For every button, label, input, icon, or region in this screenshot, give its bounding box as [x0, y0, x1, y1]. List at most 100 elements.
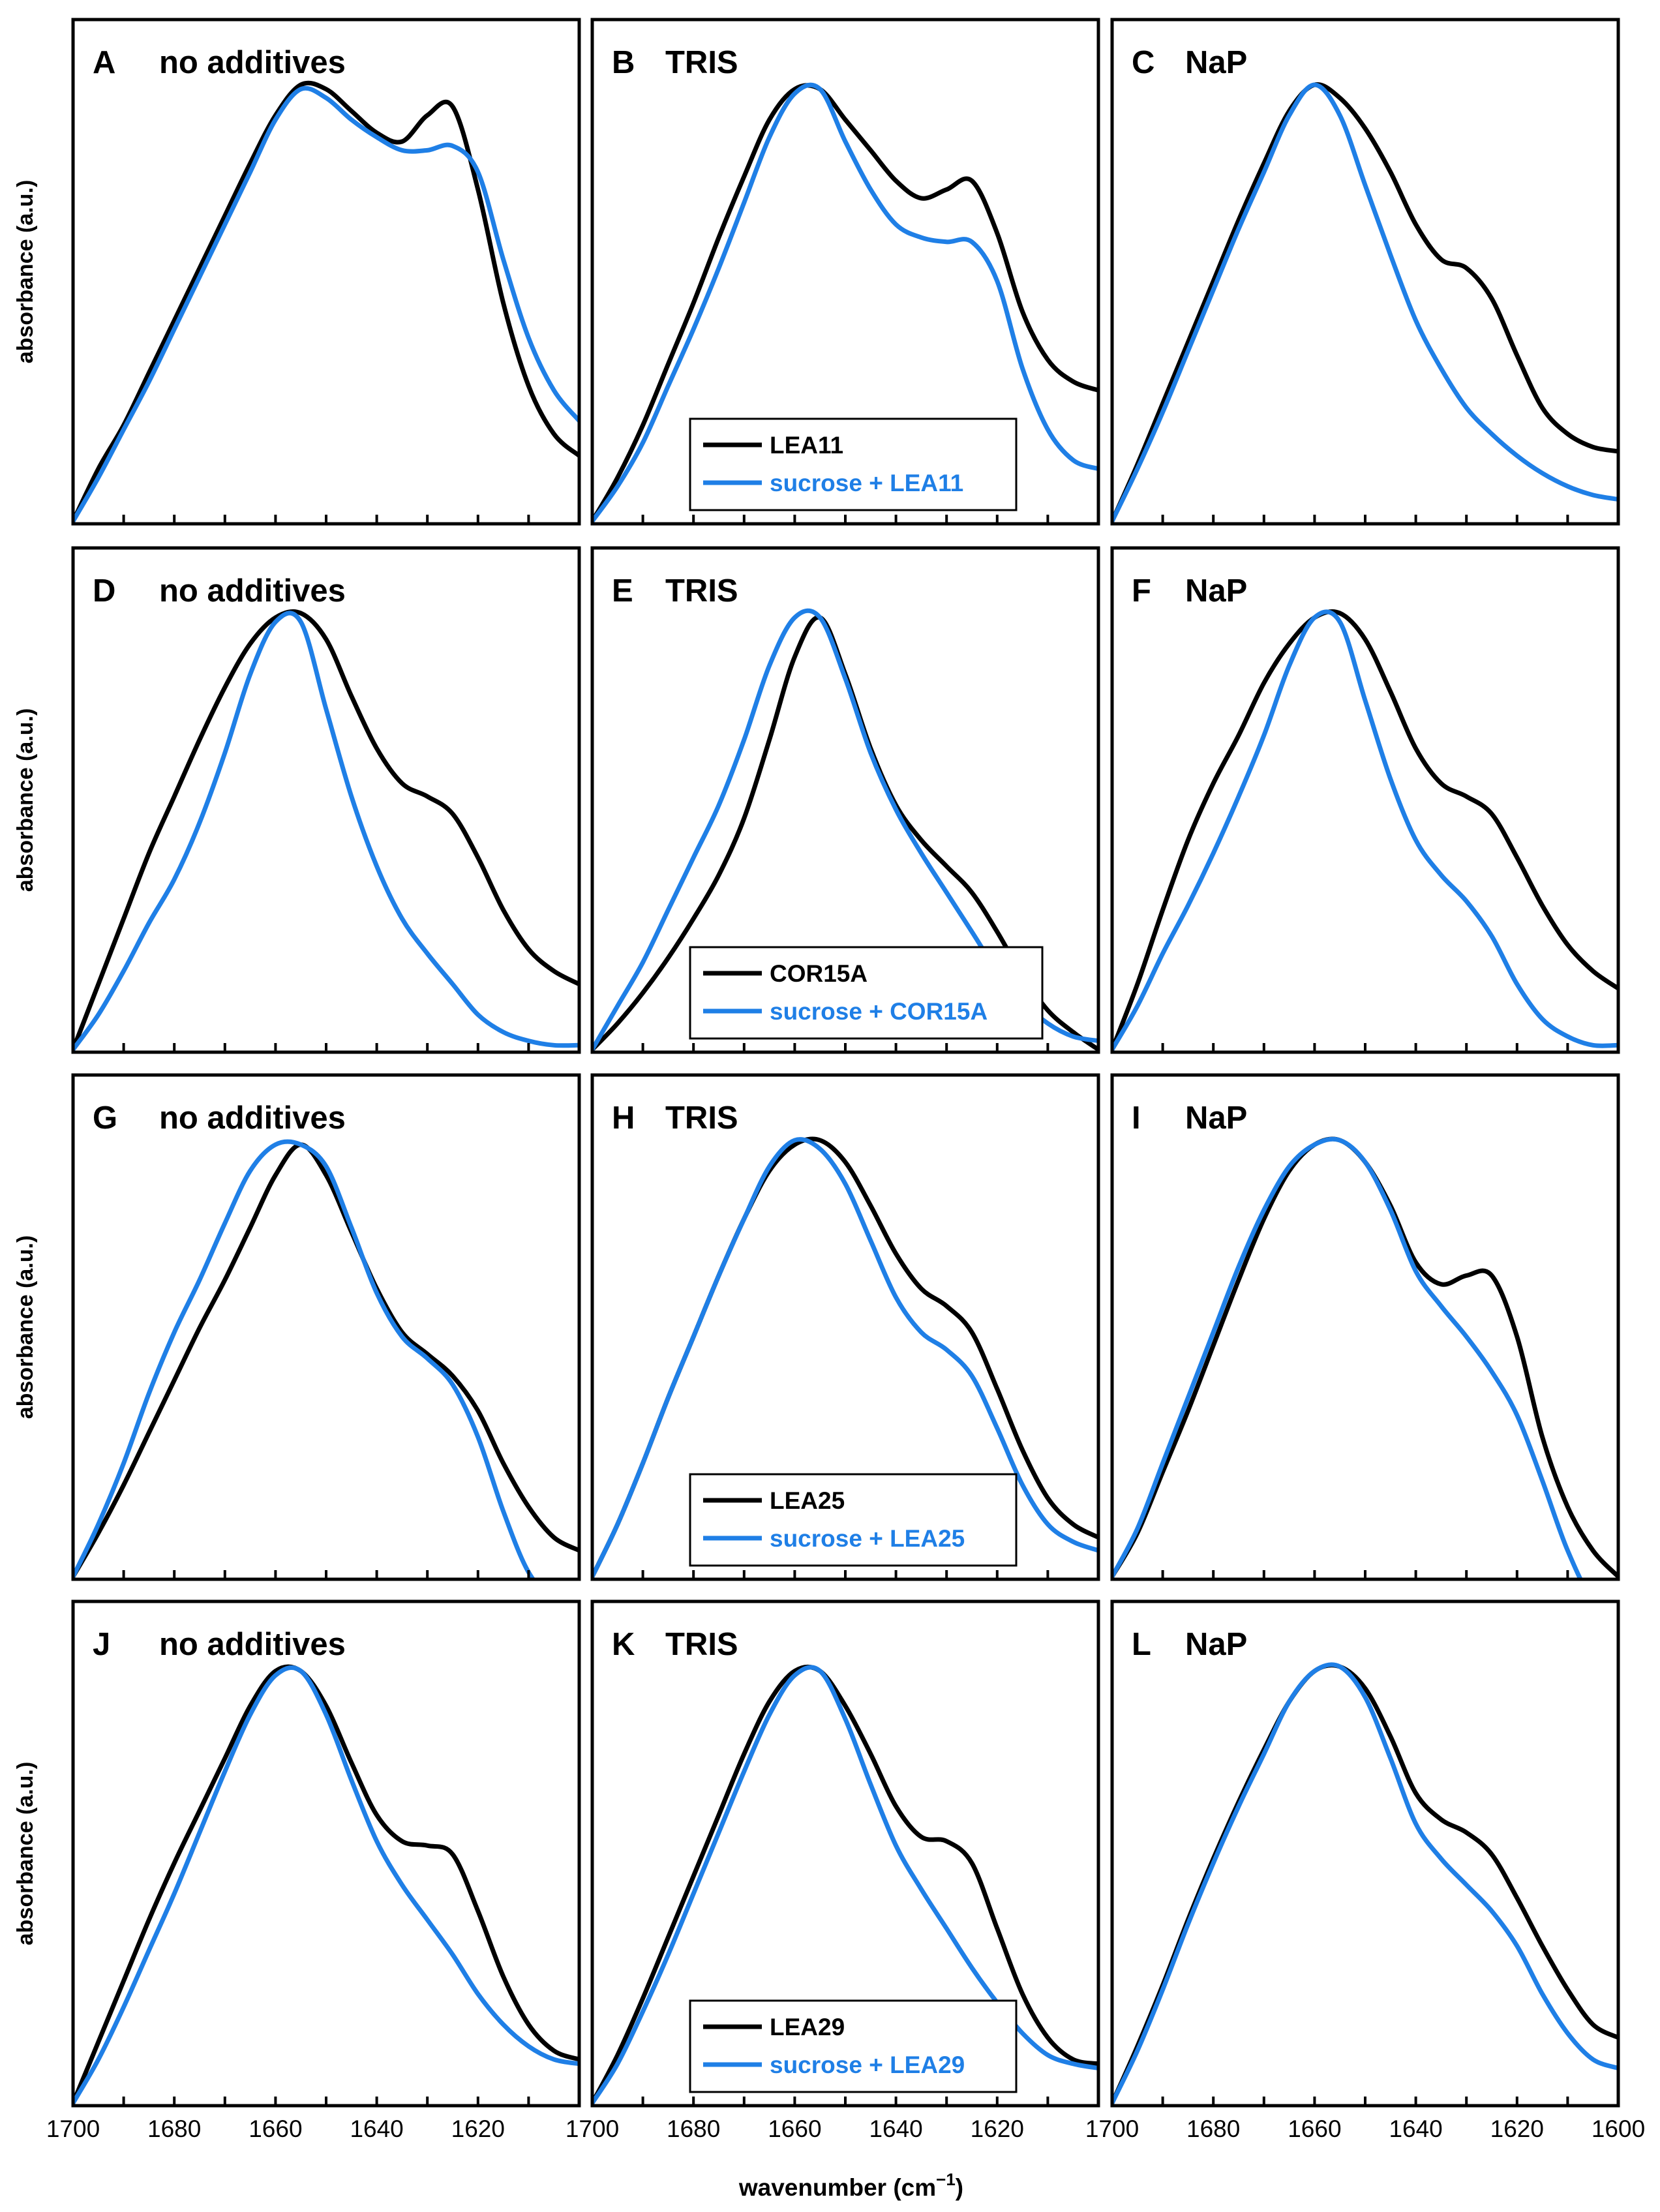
panel-c: C NaP — [1110, 18, 1620, 526]
series-line-sucrose-protein — [1112, 1662, 1618, 2106]
plot-area — [1112, 1662, 1618, 2106]
panel-condition: NaP — [1185, 1627, 1247, 1662]
legend: LEA29 sucrose + LEA29 — [689, 1999, 1018, 2093]
plot-area — [592, 1136, 1098, 1579]
panel-i: I NaP — [1110, 1073, 1620, 1581]
x-tick-label: 1640 — [869, 2115, 922, 2142]
panel-condition: TRIS — [665, 1100, 738, 1136]
panel-condition: NaP — [1185, 573, 1247, 609]
x-axis-label-close: ) — [956, 2174, 963, 2201]
x-tick-label: 1700 — [46, 2115, 100, 2142]
series-line-protein — [73, 80, 579, 524]
panel-letter: F — [1132, 573, 1151, 609]
panel-letter: K — [612, 1627, 635, 1662]
panel-condition: no additives — [159, 45, 346, 80]
x-tick-label: 1700 — [566, 2115, 619, 2142]
panel-letter: I — [1132, 1100, 1141, 1136]
series-line-protein — [1112, 1663, 1618, 2106]
series-line-protein — [1112, 82, 1618, 524]
legend-entry: sucrose + LEA25 — [770, 1525, 965, 1552]
series-line-sucrose-protein — [73, 1139, 536, 1579]
panel-condition: no additives — [159, 1100, 346, 1136]
panel-letter: A — [93, 45, 115, 80]
panel-frame — [1110, 18, 1620, 526]
panel-condition: NaP — [1185, 1100, 1247, 1136]
series-line-protein — [592, 1664, 1098, 2106]
panel-condition: TRIS — [665, 1627, 738, 1662]
panel-letter: L — [1132, 1627, 1151, 1662]
legend: LEA11 sucrose + LEA11 — [689, 417, 1018, 511]
panel-letter: J — [93, 1627, 110, 1662]
panel-f: F NaP — [1110, 546, 1620, 1054]
series-line-sucrose-protein — [1112, 1136, 1584, 1579]
panel-j: 1700 1680 1660 1640 1620 J no additives — [46, 1599, 581, 2142]
legend-entry: LEA25 — [770, 1487, 845, 1514]
plot-area — [1112, 609, 1618, 1052]
panel-condition: TRIS — [665, 573, 738, 609]
panel-condition: NaP — [1185, 45, 1247, 80]
panel-frame — [71, 1073, 581, 1581]
panel-b: B TRIS LEA11 sucrose + LEA11 — [590, 18, 1100, 526]
panel-condition: TRIS — [665, 45, 738, 80]
legend-entry: sucrose + COR15A — [770, 998, 988, 1025]
series-line-protein — [73, 609, 579, 1052]
plot-area — [592, 82, 1098, 524]
x-tick-label: 1620 — [971, 2115, 1024, 2142]
series-line-protein — [1112, 609, 1618, 1052]
panel-letter: C — [1132, 45, 1154, 80]
series-line-protein — [592, 83, 1098, 524]
plot-area — [73, 1664, 579, 2106]
legend-box — [689, 946, 1044, 1040]
series-line-protein — [73, 1664, 579, 2106]
panel-letter: B — [612, 45, 635, 80]
plot-area — [73, 1139, 579, 1579]
plot-area — [1112, 82, 1618, 524]
x-axis-label: wavenumber (cm−1) — [738, 2170, 963, 2201]
x-tick-label: 1660 — [249, 2115, 302, 2142]
panel-l: 1700 1680 1660 1640 1620 1600 L NaP — [1085, 1599, 1645, 2142]
x-tick-label: 1680 — [1186, 2115, 1240, 2142]
x-tick-label: 1640 — [1389, 2115, 1442, 2142]
panel-letter: G — [93, 1100, 117, 1136]
x-tick-label: 1640 — [350, 2115, 403, 2142]
x-tick-label: 1660 — [768, 2115, 821, 2142]
legend-entry: LEA29 — [770, 2014, 845, 2040]
x-tick-label: 1680 — [147, 2115, 201, 2142]
panel-letter: D — [93, 573, 115, 609]
y-axis-labels: absorbance (a.u.) absorbance (a.u.) absorb… — [13, 180, 38, 1946]
panel-k: 1700 1680 1660 1640 1620 K TRIS LEA29 sucrose + … — [566, 1599, 1100, 2142]
y-axis-label: absorbance (a.u.) — [13, 1762, 38, 1946]
panel-frame — [71, 18, 581, 526]
legend-entry: COR15A — [770, 960, 868, 987]
x-tick-label: 1660 — [1288, 2115, 1341, 2142]
series-line-protein — [73, 1142, 579, 1579]
legend-entry: LEA11 — [770, 432, 843, 459]
panel-letter: H — [612, 1100, 635, 1136]
legend-box — [689, 1473, 1018, 1567]
x-tick-label: 1620 — [1490, 2115, 1544, 2142]
plot-area — [1112, 1136, 1618, 1579]
series-line-sucrose-protein — [592, 82, 1098, 524]
legend: LEA25 sucrose + LEA25 — [689, 1473, 1018, 1567]
plot-area — [73, 609, 579, 1052]
series-line-sucrose-protein — [592, 1137, 1098, 1579]
series-line-protein — [1112, 1136, 1618, 1579]
x-tick-label: 1620 — [451, 2115, 505, 2142]
panel-e: E TRIS COR15A sucrose + COR15A — [590, 546, 1100, 1054]
legend-entry: sucrose + LEA29 — [770, 2052, 965, 2078]
y-axis-label: absorbance (a.u.) — [13, 1235, 38, 1419]
x-tick-label: 1680 — [667, 2115, 720, 2142]
panel-frame — [1110, 1599, 1620, 2108]
legend-box — [689, 417, 1018, 511]
panel-letter: E — [612, 573, 633, 609]
x-axis-label-sup: −1 — [936, 2170, 956, 2189]
legend-entry: sucrose + LEA11 — [770, 470, 963, 496]
x-tick-label: 1700 — [1085, 2115, 1139, 2142]
panel-frame — [1110, 1073, 1620, 1581]
plot-area — [73, 80, 579, 524]
